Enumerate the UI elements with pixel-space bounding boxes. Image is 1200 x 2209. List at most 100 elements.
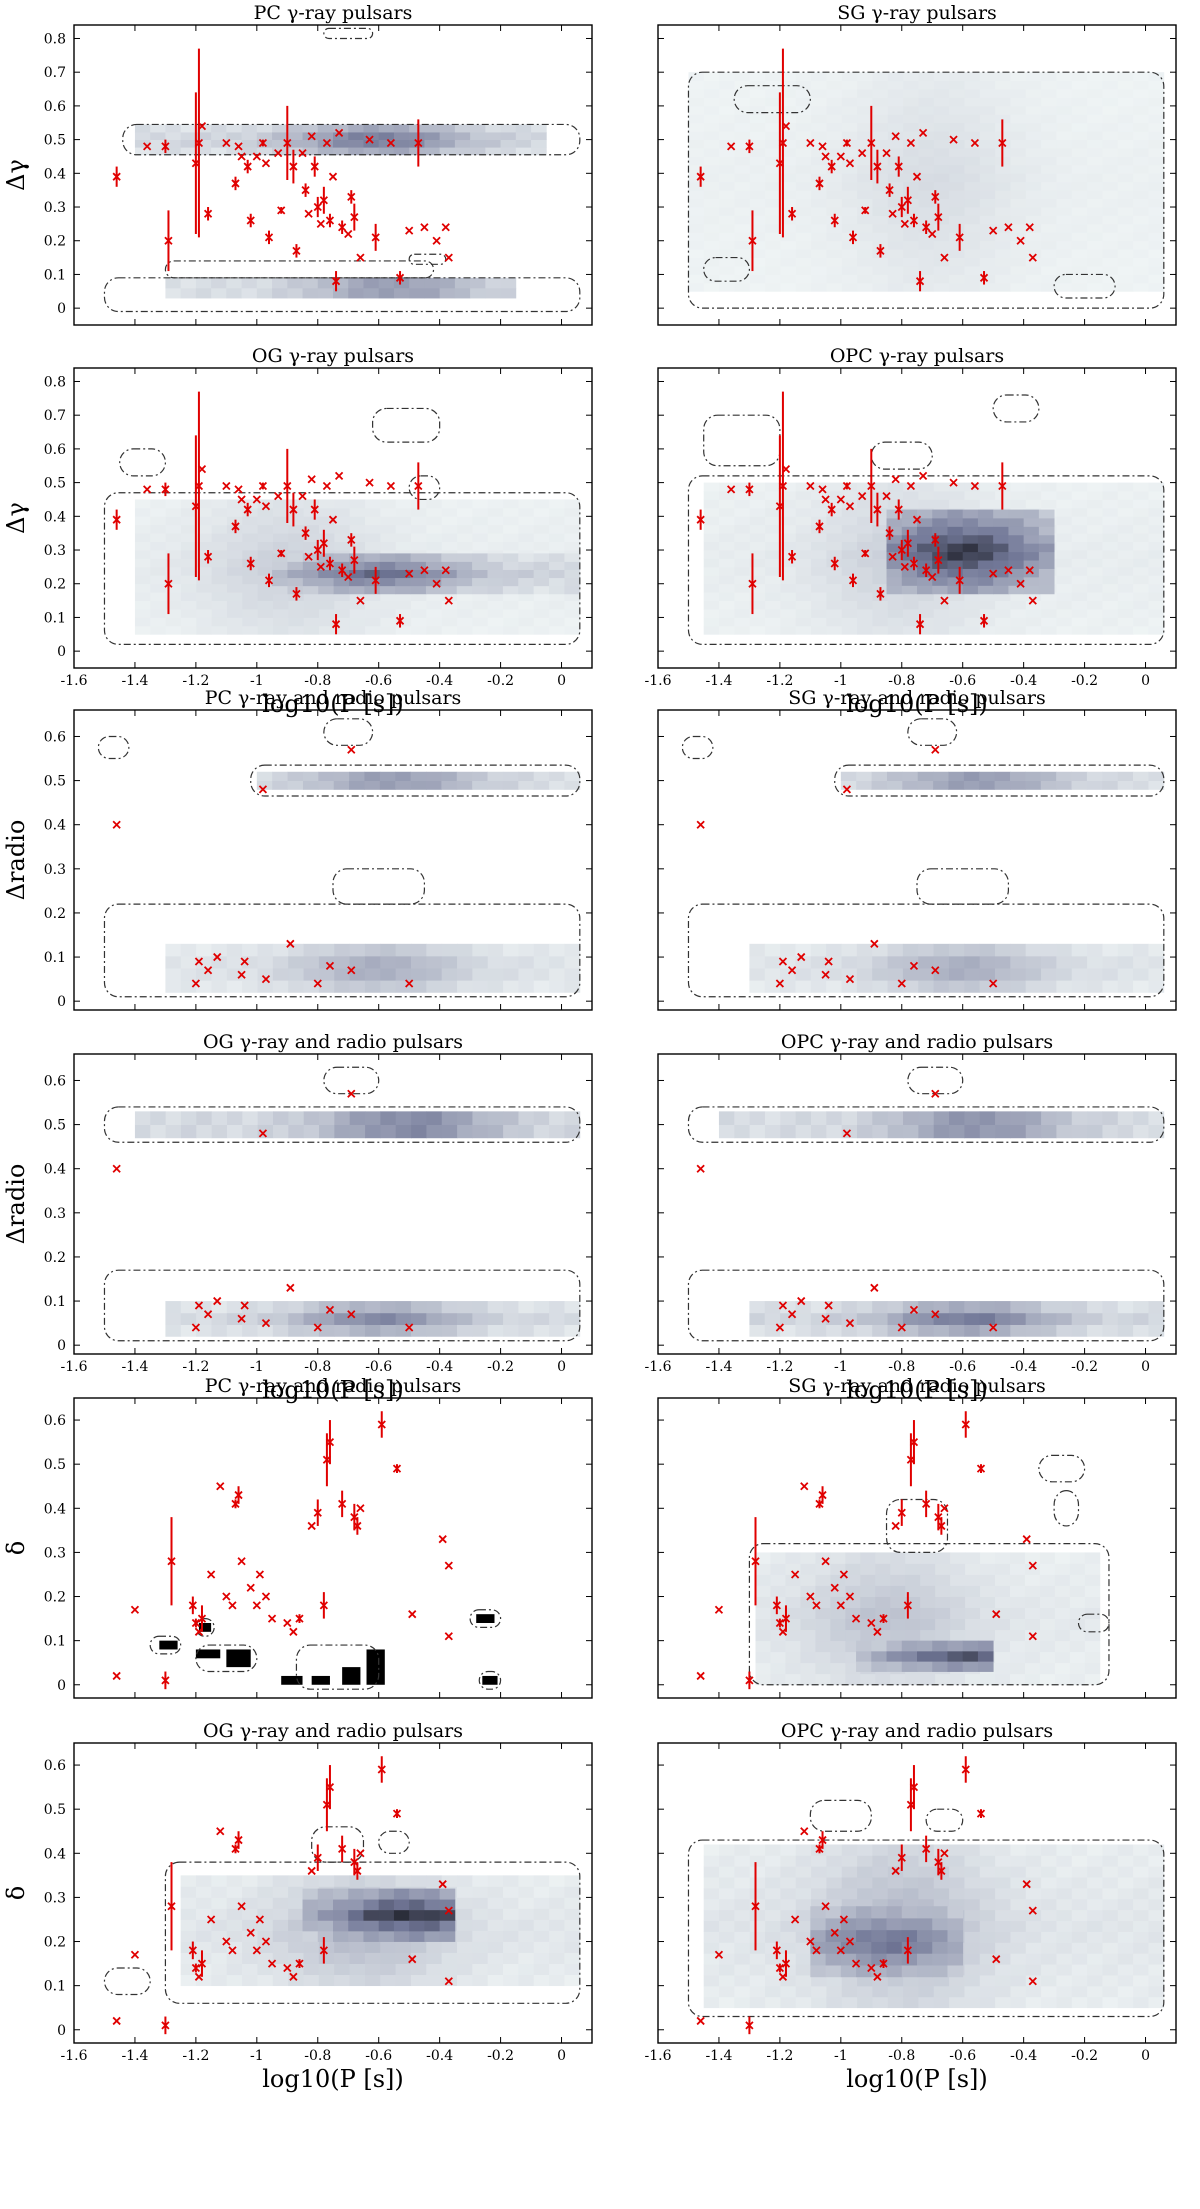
- density-bin: [288, 1952, 304, 1964]
- density-bin: [765, 499, 781, 509]
- density-bin: [1041, 1888, 1057, 1900]
- density-bin: [1010, 600, 1027, 610]
- density-bin: [920, 1574, 936, 1586]
- density-bin: [180, 1952, 197, 1964]
- density-bin: [918, 198, 935, 208]
- density-bin: [841, 1888, 858, 1900]
- density-bin: [441, 955, 458, 969]
- density-bin: [317, 277, 334, 289]
- density-bin: [379, 553, 396, 562]
- density-bin: [288, 600, 305, 610]
- density-bin: [272, 980, 289, 993]
- density-bin: [841, 173, 858, 183]
- density-bin: [826, 1888, 843, 1900]
- density-bin: [257, 1312, 274, 1325]
- density-bin: [755, 1651, 771, 1664]
- data-point: [405, 979, 414, 988]
- density-bin: [780, 1866, 797, 1878]
- density-bin: [533, 553, 550, 562]
- data-point: [1025, 223, 1034, 232]
- density-bin: [195, 1908, 212, 1920]
- density-bin: [826, 533, 843, 542]
- density-bin: [242, 1124, 259, 1139]
- density-bin: [410, 943, 427, 957]
- density-bin: [378, 1930, 395, 1942]
- density-bin: [1041, 122, 1057, 132]
- density-bin: [887, 282, 904, 292]
- density-bin: [1117, 122, 1134, 132]
- density-bin: [755, 1596, 771, 1608]
- density-bin: [703, 516, 720, 526]
- density-bin: [503, 1974, 519, 1987]
- density-bin: [380, 499, 397, 509]
- density-bin: [811, 550, 827, 559]
- density-bin: [765, 1985, 781, 1998]
- density-bin: [1087, 139, 1103, 149]
- density-bin: [979, 232, 996, 242]
- data-point: [301, 186, 310, 195]
- density-bin: [920, 1585, 936, 1597]
- density-bin: [333, 771, 350, 781]
- data-point: [918, 128, 928, 138]
- density-bin: [933, 499, 950, 509]
- density-bin: [872, 173, 889, 183]
- density-bin: [950, 1629, 966, 1642]
- density-bin: [703, 207, 720, 216]
- density-bin: [780, 541, 797, 551]
- plot-frame: [657, 1397, 1177, 1699]
- density-bin: [1071, 1898, 1088, 1911]
- density-bin: [887, 600, 904, 610]
- density-bin: [749, 516, 766, 526]
- density-bin: [380, 1111, 397, 1125]
- density-bin: [1087, 1964, 1103, 1976]
- density-bin: [765, 1975, 781, 1987]
- data-point: [286, 1283, 295, 1292]
- density-bin: [979, 1312, 996, 1325]
- density-bin: [1056, 1324, 1073, 1337]
- panel-title: SG γ-ray and radio pulsars: [788, 1375, 1045, 1397]
- density-bin: [933, 1124, 950, 1139]
- density-bin: [334, 1324, 350, 1337]
- density-bin: [518, 553, 535, 562]
- density-bin: [426, 1324, 443, 1337]
- data-point: [797, 952, 806, 962]
- density-bin: [890, 1596, 906, 1608]
- density-bin: [845, 1563, 861, 1575]
- density-bin: [903, 131, 919, 141]
- density-bin: [457, 1324, 473, 1337]
- dashed-contour: [323, 27, 374, 40]
- data-point: [812, 1601, 821, 1610]
- density-bin: [780, 89, 797, 98]
- density-bin: [425, 569, 442, 579]
- density-bin: [549, 577, 565, 587]
- density-bin: [1117, 274, 1134, 284]
- data-point: [142, 485, 152, 494]
- data-point: [438, 1880, 447, 1889]
- density-bin: [257, 550, 274, 559]
- density-bin: [1010, 1866, 1027, 1878]
- density-bin: [318, 1952, 335, 1964]
- density-bin: [1069, 1640, 1086, 1653]
- density-bin: [1087, 1124, 1103, 1139]
- density-bin: [800, 1585, 816, 1597]
- density-bin: [993, 543, 1009, 553]
- data-point: [274, 491, 283, 501]
- density-bin: [272, 968, 289, 981]
- density-bin: [917, 526, 933, 536]
- density-bin: [920, 1563, 936, 1575]
- density-bin: [872, 131, 889, 141]
- density-bin: [349, 1111, 366, 1125]
- density-bin: [441, 780, 458, 790]
- dashed-contour: [323, 718, 374, 746]
- data-point: [824, 957, 833, 966]
- x-tick-label: -1.2: [182, 673, 209, 689]
- data-point: [267, 1614, 277, 1623]
- density-bin: [795, 617, 812, 627]
- density-bin: [995, 1953, 1011, 1965]
- density-bin: [256, 132, 273, 141]
- density-bin: [811, 1888, 827, 1900]
- density-bin: [1071, 1909, 1088, 1922]
- data-point: [836, 152, 845, 161]
- density-bin: [333, 287, 349, 299]
- density-bin: [826, 617, 843, 627]
